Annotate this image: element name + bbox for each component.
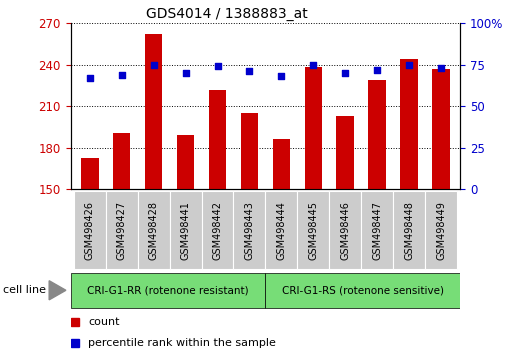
- Point: [86, 75, 94, 81]
- Point: [437, 65, 445, 71]
- FancyBboxPatch shape: [266, 191, 298, 269]
- Text: CRI-G1-RR (rotenone resistant): CRI-G1-RR (rotenone resistant): [87, 285, 249, 295]
- Point: [277, 73, 286, 79]
- Text: GSM498427: GSM498427: [117, 200, 127, 260]
- FancyBboxPatch shape: [138, 191, 169, 269]
- Bar: [145, 34, 163, 189]
- Point: [181, 70, 190, 76]
- Bar: [336, 116, 354, 189]
- FancyBboxPatch shape: [425, 191, 457, 269]
- Bar: [241, 113, 258, 189]
- Point: [405, 62, 413, 68]
- Bar: [81, 158, 98, 189]
- Bar: [113, 132, 130, 189]
- Text: count: count: [88, 317, 120, 327]
- FancyBboxPatch shape: [201, 191, 233, 269]
- Bar: [177, 135, 195, 189]
- Point: [150, 62, 158, 68]
- Text: GSM498426: GSM498426: [85, 201, 95, 259]
- Point: [341, 70, 349, 76]
- FancyBboxPatch shape: [329, 191, 361, 269]
- Text: GSM498441: GSM498441: [180, 201, 190, 259]
- Text: GSM498449: GSM498449: [436, 201, 446, 259]
- Text: GSM498448: GSM498448: [404, 201, 414, 259]
- Text: GSM498442: GSM498442: [212, 201, 222, 259]
- Text: percentile rank within the sample: percentile rank within the sample: [88, 338, 276, 348]
- FancyBboxPatch shape: [169, 191, 201, 269]
- Bar: [272, 139, 290, 189]
- FancyBboxPatch shape: [74, 191, 106, 269]
- Text: cell line: cell line: [3, 285, 46, 295]
- FancyBboxPatch shape: [233, 191, 266, 269]
- FancyBboxPatch shape: [71, 273, 266, 308]
- FancyBboxPatch shape: [361, 191, 393, 269]
- Text: GSM498447: GSM498447: [372, 201, 382, 259]
- FancyBboxPatch shape: [106, 191, 138, 269]
- Point: [309, 62, 317, 68]
- Text: CRI-G1-RS (rotenone sensitive): CRI-G1-RS (rotenone sensitive): [282, 285, 444, 295]
- Bar: [368, 80, 386, 189]
- FancyBboxPatch shape: [298, 191, 329, 269]
- FancyBboxPatch shape: [393, 191, 425, 269]
- Title: GDS4014 / 1388883_at: GDS4014 / 1388883_at: [145, 7, 308, 21]
- Bar: [304, 67, 322, 189]
- FancyBboxPatch shape: [266, 273, 460, 308]
- Text: GSM498444: GSM498444: [276, 201, 287, 259]
- Text: GSM498445: GSM498445: [309, 201, 319, 259]
- Text: GSM498446: GSM498446: [340, 201, 350, 259]
- Bar: [433, 69, 450, 189]
- Text: GSM498443: GSM498443: [244, 201, 255, 259]
- Point: [373, 67, 381, 73]
- Point: [213, 63, 222, 69]
- Point: [245, 68, 254, 74]
- Bar: [401, 59, 418, 189]
- Point: [118, 72, 126, 78]
- Bar: [209, 90, 226, 189]
- Polygon shape: [49, 281, 66, 300]
- Text: GSM498428: GSM498428: [149, 201, 158, 259]
